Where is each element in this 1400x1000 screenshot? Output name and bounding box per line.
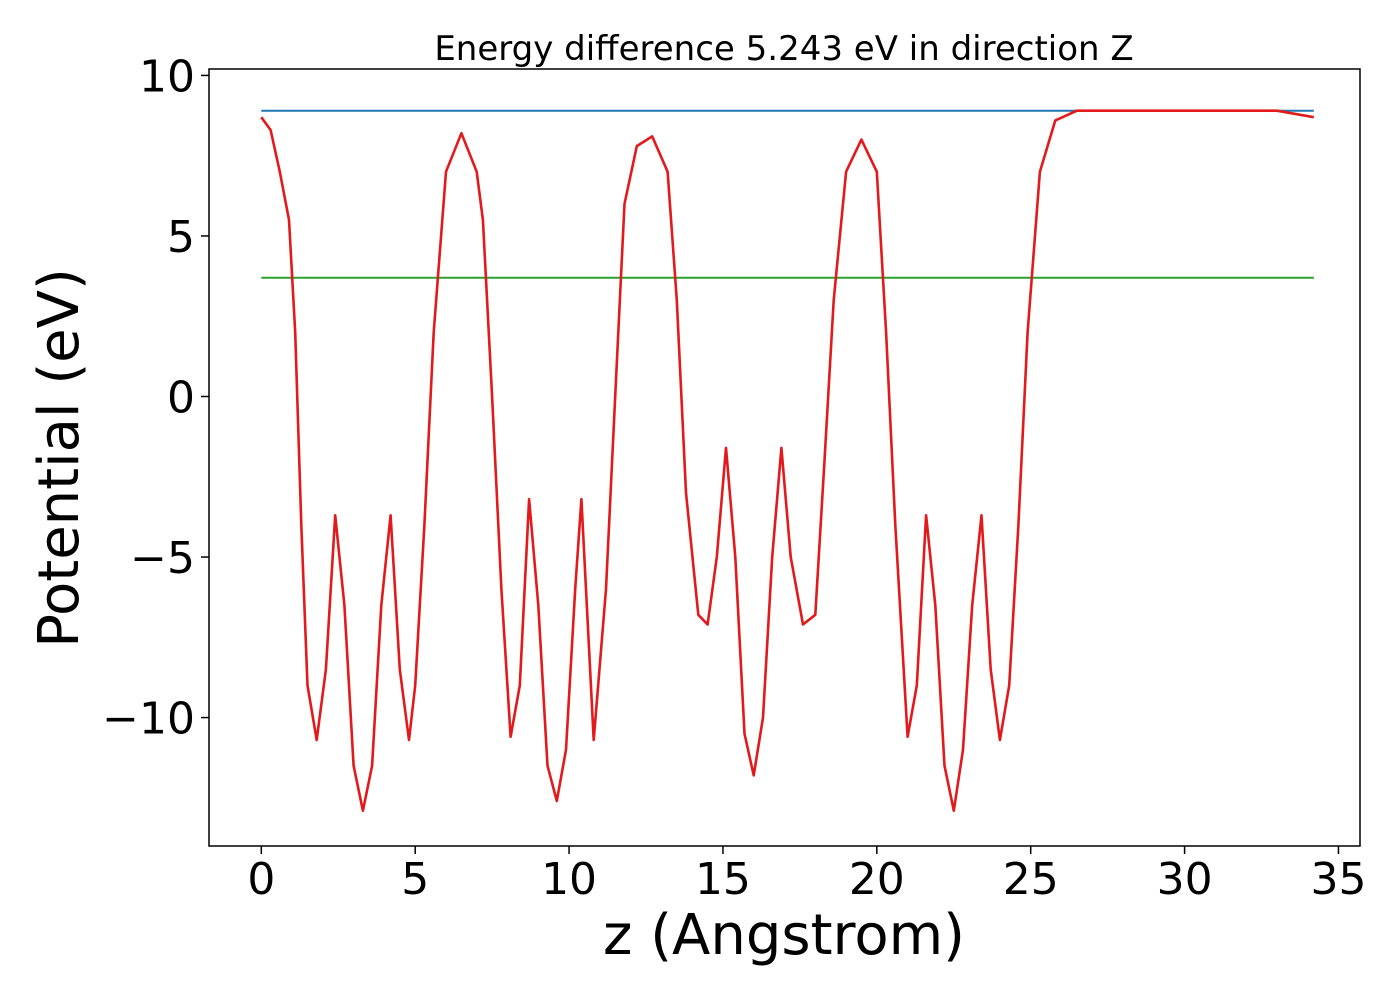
y-ticks: 10 5 0 −5 −10	[102, 51, 209, 745]
y-tick-label: 5	[167, 212, 195, 263]
y-tick-label: 0	[167, 372, 195, 423]
x-tick-label: 30	[1157, 854, 1213, 905]
x-tick-label: 15	[695, 854, 751, 905]
y-tick-label: 10	[139, 51, 195, 102]
x-tick-label: 0	[247, 854, 275, 905]
y-tick-label: −5	[130, 533, 195, 584]
x-tick-label: 20	[849, 854, 905, 905]
chart-title: Energy difference 5.243 eV in direction …	[434, 29, 1133, 69]
y-tick-label: −10	[102, 694, 195, 745]
y-axis-label: Potential (eV)	[27, 268, 92, 648]
x-axis-label: z (Angstrom)	[603, 903, 965, 968]
x-ticks: 0 5 10 15 20 25 30 35	[247, 846, 1366, 905]
x-tick-label: 25	[1003, 854, 1059, 905]
plot-area	[208, 68, 1361, 847]
series-line-2	[260, 109, 1315, 813]
x-tick-label: 10	[541, 854, 597, 905]
x-tick-label: 5	[401, 854, 429, 905]
x-tick-label: 35	[1310, 854, 1366, 905]
series-layer	[260, 109, 1315, 813]
